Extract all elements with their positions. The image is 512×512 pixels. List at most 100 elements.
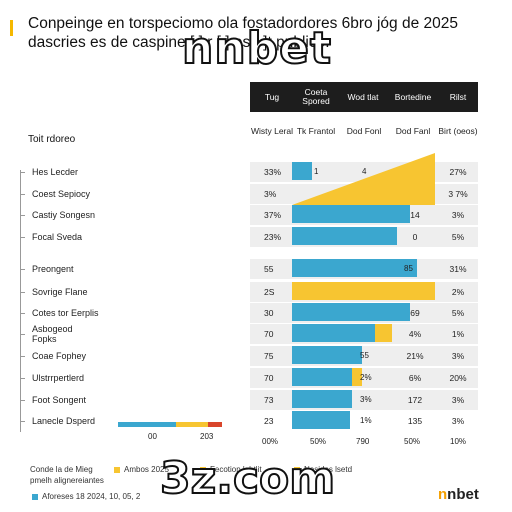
legend-swatch-2 [200,467,206,473]
legend-swatch-1 [114,467,120,473]
title-accent-mark [10,20,13,36]
bar-blue [292,324,375,342]
row-value-3: 4% [408,329,422,339]
row-tick [20,400,25,401]
bar-data-label: 3% [360,395,372,404]
row-value-4: 5% [451,232,465,242]
row-label: Lanecle Dsperd [32,416,96,426]
bar-yellow [374,324,393,342]
row-pct: 70 [264,329,274,339]
row-pct: 73 [264,395,274,405]
mini-bar-red [208,422,222,427]
row-tick [20,194,25,195]
row-tick [20,378,25,379]
axis-tick-4: 50% [404,437,421,446]
legend-line-2: pmelh alignereiantes [30,476,104,485]
row-value-4: 3% [451,351,465,361]
row-value-3: 21% [406,351,424,361]
row-value-4: 3% [451,210,465,220]
area-wedge [292,153,435,205]
left-bracket-line [20,170,21,432]
row-pct: 23 [264,416,274,426]
row-value-4: 1% [451,329,465,339]
bar-data-label: 2% [360,373,372,382]
watermark-bottom: 3z.com [159,453,336,504]
mini-number-1: 00 [148,432,157,441]
header-col-4: Bortedine [394,91,432,102]
row-label: Preongent [32,264,74,274]
table-label: Toit rdoreo [28,134,76,145]
watermark-top: nnbet [181,23,333,74]
row-value-4: 3% [451,395,465,405]
row-tick [20,421,25,422]
row-value-3: 6% [408,373,422,383]
row-value-4: 20% [449,373,467,383]
axis-tick-5: 10% [450,437,467,446]
legend-swatch-4 [32,494,38,500]
row-label: Foot Songent [32,395,87,405]
row-label: Coest Sepiocy [32,189,91,199]
header-col-1: Tug [264,91,280,102]
bar-data-label: 85 [404,264,413,273]
bar-data-label-2: 4 [362,167,367,176]
mini-bar-yellow [176,422,208,427]
row-tick [20,215,25,216]
row-pct: 70 [264,373,274,383]
header-col-5: Rilst [449,91,467,102]
table-header-bar [250,82,478,112]
row-value-4: 31% [449,264,467,274]
mini-bar-blue [118,422,176,427]
legend-item-3: Nesides lsetd [304,465,353,474]
row-label: Cotes tor Eerplis [32,308,99,318]
row-tick [20,292,25,293]
row-tick [20,172,25,173]
bar-data-label: 55 [360,351,369,360]
legend-line-3: Aforeses 18 2024, 10, 05, 2 [42,492,141,501]
row-label: Ulstrrpertlerd [32,373,85,383]
row-pct: 37% [264,210,282,220]
axis-tick-3: 790 [356,437,370,446]
axis-tick-1: 00% [262,437,279,446]
legend-title: Conde la de Mieg [30,465,93,474]
subheader-col-3: Dod Fonl [346,126,382,136]
axis-tick-2: 50% [310,437,327,446]
brand-logo: nnbet [438,486,479,503]
row-tick [20,269,25,270]
row-label: Sovrige Flane [32,287,88,297]
row-value-3: 69 [410,308,420,318]
bar-blue [292,303,410,321]
row-label: Coae Fophey [32,351,87,361]
row-value-3: 135 [407,416,423,426]
bar-yellow [292,282,435,300]
bar-yellow [352,368,363,386]
header-col-3: Wod tlat [347,91,379,102]
row-value-4: 3 7% [448,189,468,199]
subheader-col-4: Dod Fanl [395,126,431,136]
subheader-col-1: Wisty Leral [250,126,294,136]
row-tick [20,334,25,335]
bar-blue [292,205,410,223]
row-label: Castiy Songesn [32,210,96,220]
row-pct: 30 [264,308,274,318]
row-pct: 55 [264,264,274,274]
brand-logo-prefix: n [438,486,448,503]
bar-blue [292,368,353,386]
row-label: Hes Lecder [32,167,79,177]
row-value-4: 3% [451,416,465,426]
chart-title: Conpeinge en torspeciomo ola fostadordor… [28,15,458,51]
legend-item-1: Ambos 2025 [124,465,169,474]
bar-blue [292,227,398,245]
subheader-col-2: Tk Frantol [296,126,336,136]
row-label: Asbogeod Fopks [32,324,73,344]
bar-blue [292,162,313,180]
header-col-2: Coeta Spored [302,87,330,106]
row-tick [20,356,25,357]
bar-data-label: 1% [360,416,372,425]
bar-blue [292,411,350,429]
row-value-3: 172 [407,395,423,405]
row-tick [20,313,25,314]
row-value-4: 2% [451,287,465,297]
brand-logo-rest: nbet [447,486,479,503]
bar-data-label: 1 [314,167,319,176]
